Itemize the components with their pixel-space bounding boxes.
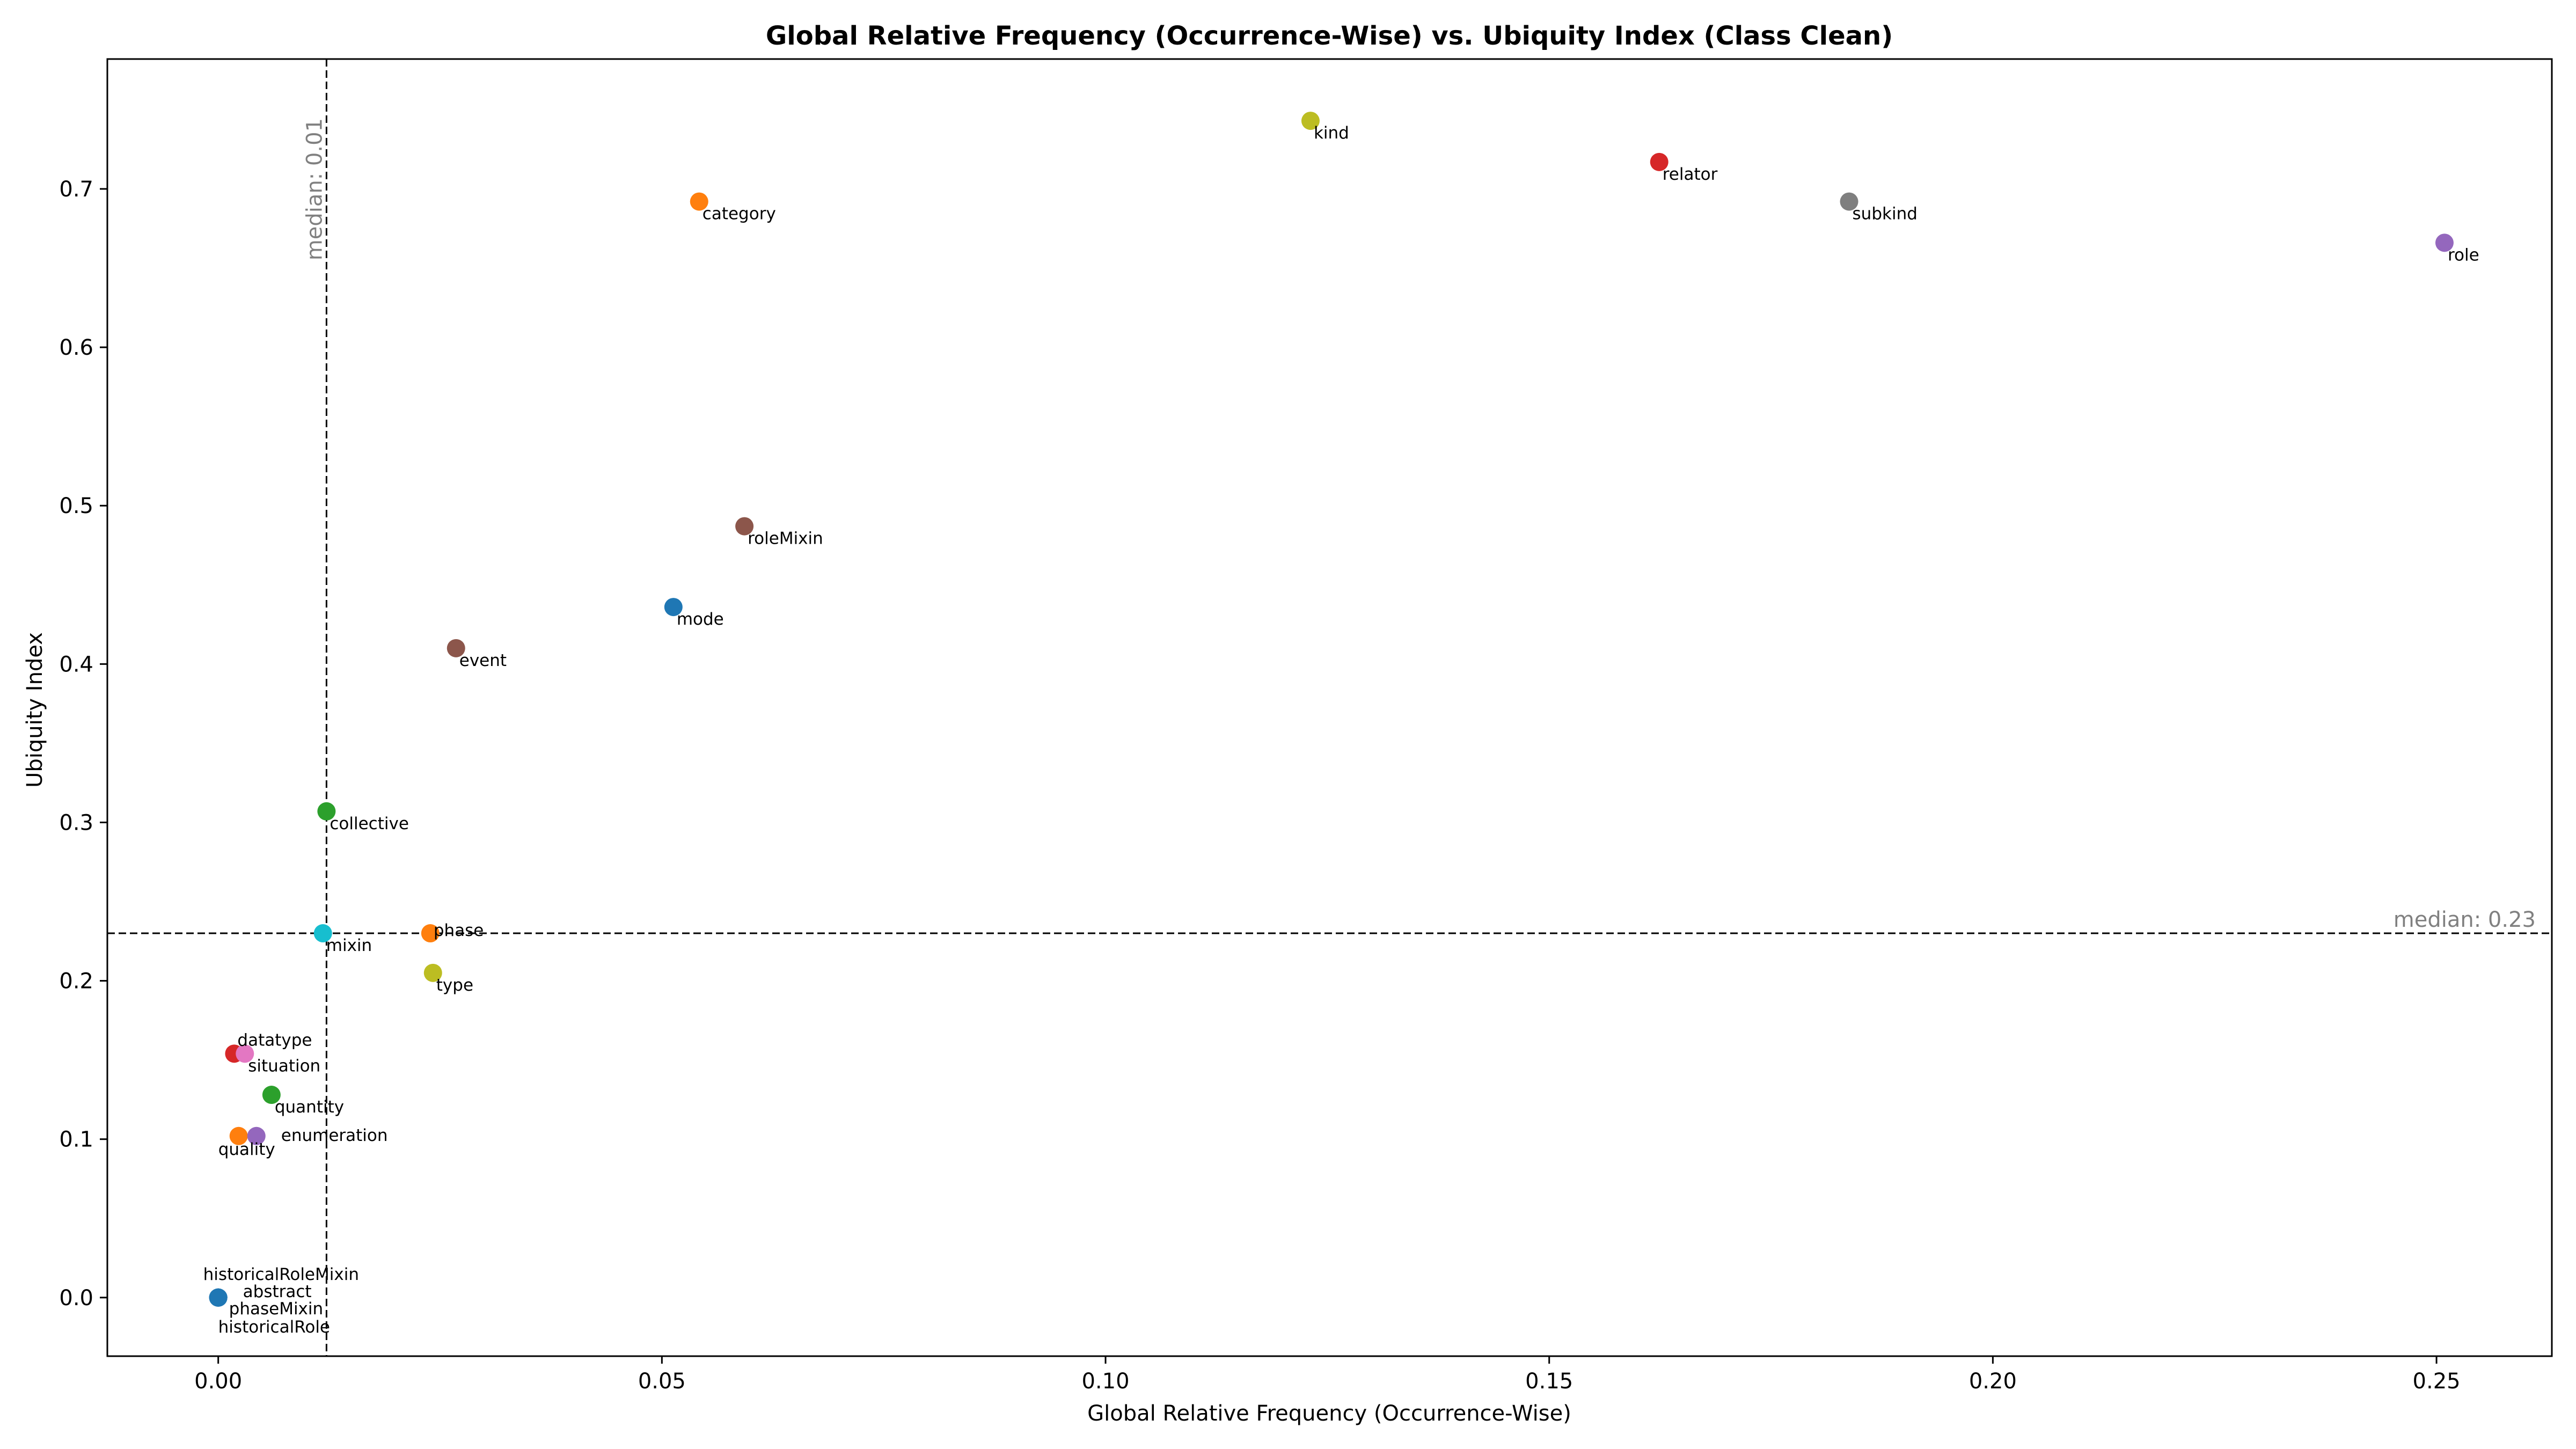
- point-label-historicalRoleMixin: historicalRoleMixin: [203, 1265, 359, 1284]
- point-label-subkind: subkind: [1853, 204, 1918, 224]
- point-label-phase: phase: [434, 921, 484, 940]
- y-axis-label: Ubiquity Index: [23, 632, 47, 788]
- y-tick-label: 0.4: [59, 652, 93, 677]
- data-point-event: [447, 639, 465, 657]
- data-point-kind: [1301, 112, 1320, 130]
- x-tick-label: 0.20: [1969, 1369, 2017, 1394]
- x-tick-label: 0.25: [2413, 1369, 2461, 1394]
- median-lines: median: 0.01 median: 0.23: [107, 59, 2552, 1356]
- axis-ticks: 0.00 0.05 0.10 0.15 0.20 0.25 0.0 0.1 0.2 0.3 0.4 0…: [59, 177, 2460, 1394]
- x-tick-label: 0.00: [194, 1369, 242, 1394]
- point-label-category: category: [702, 204, 776, 224]
- data-point-phase: [421, 924, 440, 943]
- plot-frame: [106, 58, 2553, 1357]
- point-label-abstract: abstract: [243, 1282, 312, 1301]
- data-point-roleMixin: [735, 517, 754, 536]
- point-label-quality: quality: [218, 1140, 275, 1159]
- point-label-type: type: [436, 976, 473, 995]
- point-label-phaseMixin: phaseMixin: [229, 1299, 324, 1319]
- data-point-collective: [317, 802, 336, 821]
- data-point-mixin: [313, 924, 332, 943]
- median-y-label: median: 0.23: [2394, 908, 2536, 932]
- y-tick-label: 0.6: [59, 335, 93, 360]
- data-point-situation: [236, 1044, 254, 1063]
- x-tick-label: 0.15: [1525, 1369, 1573, 1394]
- data-point-relator: [1650, 152, 1668, 171]
- x-tick-label: 0.05: [638, 1369, 686, 1394]
- data-point-quality: [229, 1126, 248, 1145]
- point-label-enumeration: enumeration: [281, 1126, 388, 1145]
- median-x-label: median: 0.01: [302, 118, 327, 260]
- data-point-category: [690, 192, 708, 211]
- data-point-subkind: [1840, 192, 1858, 211]
- data-point-role: [2435, 233, 2454, 252]
- point-label-role: role: [2448, 245, 2479, 265]
- data-point-enumeration: [247, 1126, 266, 1145]
- point-label-collective: collective: [330, 814, 409, 833]
- point-label-quantity: quantity: [275, 1097, 344, 1117]
- point-label-situation: situation: [248, 1056, 320, 1075]
- point-label-mode: mode: [677, 610, 724, 629]
- point-label-roleMixin: roleMixin: [748, 529, 823, 548]
- data-point-historicalRole: [209, 1288, 228, 1307]
- chart-title: Global Relative Frequency (Occurrence-Wi…: [766, 21, 1893, 51]
- data-point-quantity: [262, 1086, 281, 1104]
- y-tick-label: 0.5: [59, 494, 93, 518]
- y-tick-label: 0.0: [59, 1286, 93, 1311]
- x-axis-label: Global Relative Frequency (Occurrence-Wi…: [1087, 1401, 1571, 1426]
- y-tick-label: 0.7: [59, 177, 93, 202]
- y-tick-label: 0.3: [59, 810, 93, 835]
- data-points: [209, 112, 2454, 1307]
- data-point-type: [423, 963, 442, 982]
- point-label-kind: kind: [1314, 123, 1349, 143]
- point-label-relator: relator: [1663, 165, 1718, 184]
- x-tick-label: 0.10: [1081, 1369, 1129, 1394]
- point-label-historicalRole: historicalRole: [218, 1318, 330, 1337]
- y-tick-label: 0.2: [59, 969, 93, 994]
- point-label-datatype: datatype: [237, 1030, 312, 1050]
- data-point-labels: kind relator category subkind role roleMixin m…: [203, 123, 2479, 1337]
- data-point-mode: [664, 598, 683, 617]
- point-label-mixin: mixin: [326, 936, 372, 955]
- y-tick-label: 0.1: [59, 1128, 93, 1152]
- point-label-event: event: [459, 651, 507, 670]
